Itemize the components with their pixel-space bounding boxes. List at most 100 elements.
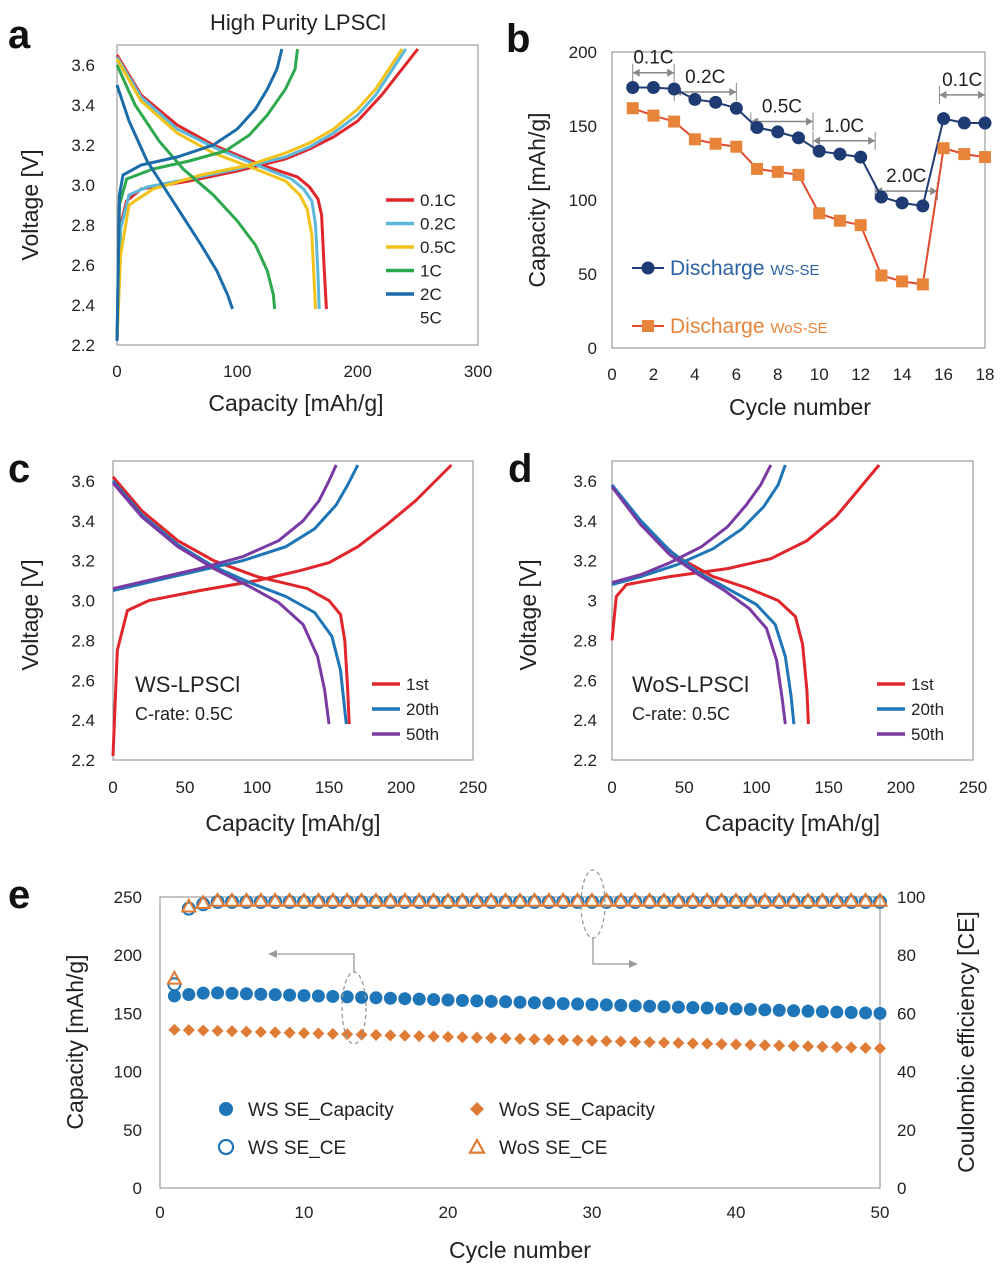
panel-d-ytick-label: 2.2 bbox=[573, 751, 597, 770]
panel-e-point-wos-capacity bbox=[643, 1036, 656, 1049]
panel-b-point-WS-SE bbox=[792, 131, 805, 145]
panel-e-point-wos-ce bbox=[238, 891, 255, 907]
panel-e-point-wos-ce bbox=[425, 891, 442, 907]
panel-d-ytick-label: 3.6 bbox=[573, 472, 597, 491]
panel-b-point-WS-SE bbox=[750, 120, 764, 134]
panel-e-point-ws-capacity bbox=[499, 995, 513, 1009]
panel-e-xtick-label: 30 bbox=[583, 1203, 602, 1222]
panel-b-point-WoS-SE bbox=[979, 151, 991, 164]
panel-a-ytick-label: 2.8 bbox=[71, 216, 95, 235]
panel-e-ytick-label: 0 bbox=[133, 1179, 142, 1198]
panel-a-ytick-label: 3.0 bbox=[71, 176, 95, 195]
panel-c-xtick-label: 0 bbox=[108, 778, 117, 797]
panel-e-point-wos-capacity bbox=[528, 1033, 541, 1046]
panel-a-letter: a bbox=[8, 13, 31, 57]
panel-d-discharge-curve-20th bbox=[610, 483, 796, 725]
panel-e-point-ws-capacity bbox=[787, 1004, 801, 1018]
panel-b-xtick-label: 6 bbox=[732, 365, 741, 384]
panel-b-point-WS-SE bbox=[646, 81, 660, 95]
panel-e-point-wos-ce bbox=[713, 891, 730, 907]
panel-e-point-ws-capacity bbox=[542, 996, 556, 1010]
panel-d-annotation-crate: C-rate: 0.5C bbox=[632, 704, 730, 724]
panel-e-letter: e bbox=[8, 873, 30, 917]
panel-e-point-ws-capacity bbox=[758, 1003, 772, 1017]
panel-c-ylabel: Voltage [V] bbox=[17, 559, 43, 670]
panel-d-charge-curve-20th bbox=[611, 464, 787, 587]
panel-d-legend-label: 20th bbox=[911, 700, 944, 719]
panel-e-point-wos-ce bbox=[598, 891, 615, 907]
panel-e-point-wos-capacity bbox=[283, 1026, 296, 1039]
panel-c-xtick-label: 200 bbox=[387, 778, 415, 797]
panel-a-plot-frame bbox=[116, 44, 479, 346]
panel-e-point-wos-ce bbox=[223, 891, 241, 907]
panel-b-point-WS-SE bbox=[978, 116, 992, 130]
panel-e-point-ws-capacity bbox=[412, 992, 426, 1006]
panel-b-point-WS-SE bbox=[626, 81, 640, 95]
panel-e-point-wos-ce bbox=[195, 894, 212, 910]
panel-b-xtick-label: 14 bbox=[893, 365, 912, 384]
panel-e-point-wos-ce bbox=[785, 891, 802, 907]
panel-e-point-wos-capacity bbox=[427, 1030, 440, 1043]
panel-d-letter: d bbox=[508, 447, 532, 491]
panel-d-discharge-curve-50th bbox=[610, 485, 787, 725]
panel-c-xtick-label: 250 bbox=[459, 778, 487, 797]
panel-e-point-wos-capacity bbox=[384, 1029, 397, 1042]
panel-c-ytick-label: 3.0 bbox=[71, 592, 95, 611]
panel-b-point-WS-SE bbox=[937, 112, 951, 126]
panel-b-legend-subscript: WoS-SE bbox=[770, 320, 827, 337]
panel-e-point-ws-capacity bbox=[657, 1000, 671, 1014]
panel-a-discharge-curve-0.1C bbox=[115, 54, 328, 310]
panel-e-point-wos-capacity bbox=[240, 1025, 253, 1038]
panel-b-point-WoS-SE bbox=[730, 140, 743, 153]
panel-e-point-wos-ce bbox=[771, 891, 788, 907]
panel-e-point-wos-capacity bbox=[571, 1034, 584, 1047]
panel-e-point-ws-capacity bbox=[614, 998, 628, 1012]
panel-d-xtick-label: 0 bbox=[607, 778, 616, 797]
panel-d-xtick-label: 200 bbox=[887, 778, 915, 797]
panel-e-point-wos-ce bbox=[699, 891, 716, 907]
panel-d-legend-label: 50th bbox=[911, 725, 944, 744]
panel-b-point-WoS-SE bbox=[875, 269, 888, 282]
panel-e-xtick-label: 20 bbox=[439, 1203, 458, 1222]
panel-b-rate-arrowheads bbox=[813, 136, 876, 145]
panel-c-annotation-crate: C-rate: 0.5C bbox=[135, 704, 233, 724]
panel-e-point-wos-ce bbox=[857, 891, 874, 907]
panel-e-point-wos-capacity bbox=[211, 1024, 224, 1037]
panel-b-letter: b bbox=[506, 17, 530, 61]
panel-b-rate-label: 2.0C bbox=[886, 166, 926, 187]
panel-c-ws-cycling: c 2.2 2.4 2.6 2.8 3.0 3.2 3.4 3.6 0 50 100 150 200 250… bbox=[8, 447, 487, 836]
panel-b-point-WoS-SE bbox=[813, 207, 826, 220]
panel-e-point-wos-capacity bbox=[557, 1033, 570, 1046]
panel-b-xlabel: Cycle number bbox=[729, 394, 871, 420]
panel-b-point-WoS-SE bbox=[647, 109, 660, 122]
panel-e-point-wos-ce bbox=[655, 891, 673, 907]
panel-e-point-ws-capacity bbox=[398, 992, 412, 1006]
panel-e-point-wos-capacity bbox=[845, 1041, 858, 1054]
panel-b-point-WoS-SE bbox=[688, 133, 701, 146]
panel-e-ce-arrowhead bbox=[629, 960, 638, 968]
panel-a-legend-label-5c: 5C bbox=[420, 309, 442, 328]
panel-b-legend-subscript: WS-SE bbox=[770, 262, 819, 279]
panel-e-xtick-label: 10 bbox=[295, 1203, 314, 1222]
panel-c-xtick-label: 100 bbox=[243, 778, 271, 797]
panel-e-point-wos-ce bbox=[411, 891, 428, 907]
panel-e-point-ws-capacity bbox=[383, 991, 397, 1005]
panel-e-y2tick-label: 60 bbox=[897, 1004, 916, 1023]
panel-b-line-WS-SE bbox=[632, 86, 985, 208]
panel-e-point-wos-capacity bbox=[398, 1029, 411, 1042]
panel-d-ytick-label: 2.8 bbox=[573, 631, 597, 650]
panel-e-point-wos-ce bbox=[483, 891, 500, 907]
panel-e-point-wos-ce bbox=[295, 891, 313, 907]
panel-a-ytick-label: 3.6 bbox=[71, 56, 95, 75]
panel-b-point-WS-SE bbox=[916, 199, 930, 213]
panel-a-xtick-label: 0 bbox=[112, 362, 121, 381]
panel-b-point-WoS-SE bbox=[833, 214, 846, 227]
panel-e-point-wos-capacity bbox=[744, 1038, 757, 1051]
panel-e-point-ws-capacity bbox=[225, 986, 239, 1000]
panel-d-charge-curve-50th bbox=[611, 464, 773, 585]
panel-d-legend-label: 1st bbox=[911, 675, 934, 694]
panel-d-ytick-label: 3.2 bbox=[573, 552, 597, 571]
panel-e-point-wos-capacity bbox=[773, 1039, 786, 1052]
panel-e-point-ws-capacity bbox=[470, 994, 484, 1008]
panel-e-point-ws-capacity bbox=[297, 989, 311, 1003]
